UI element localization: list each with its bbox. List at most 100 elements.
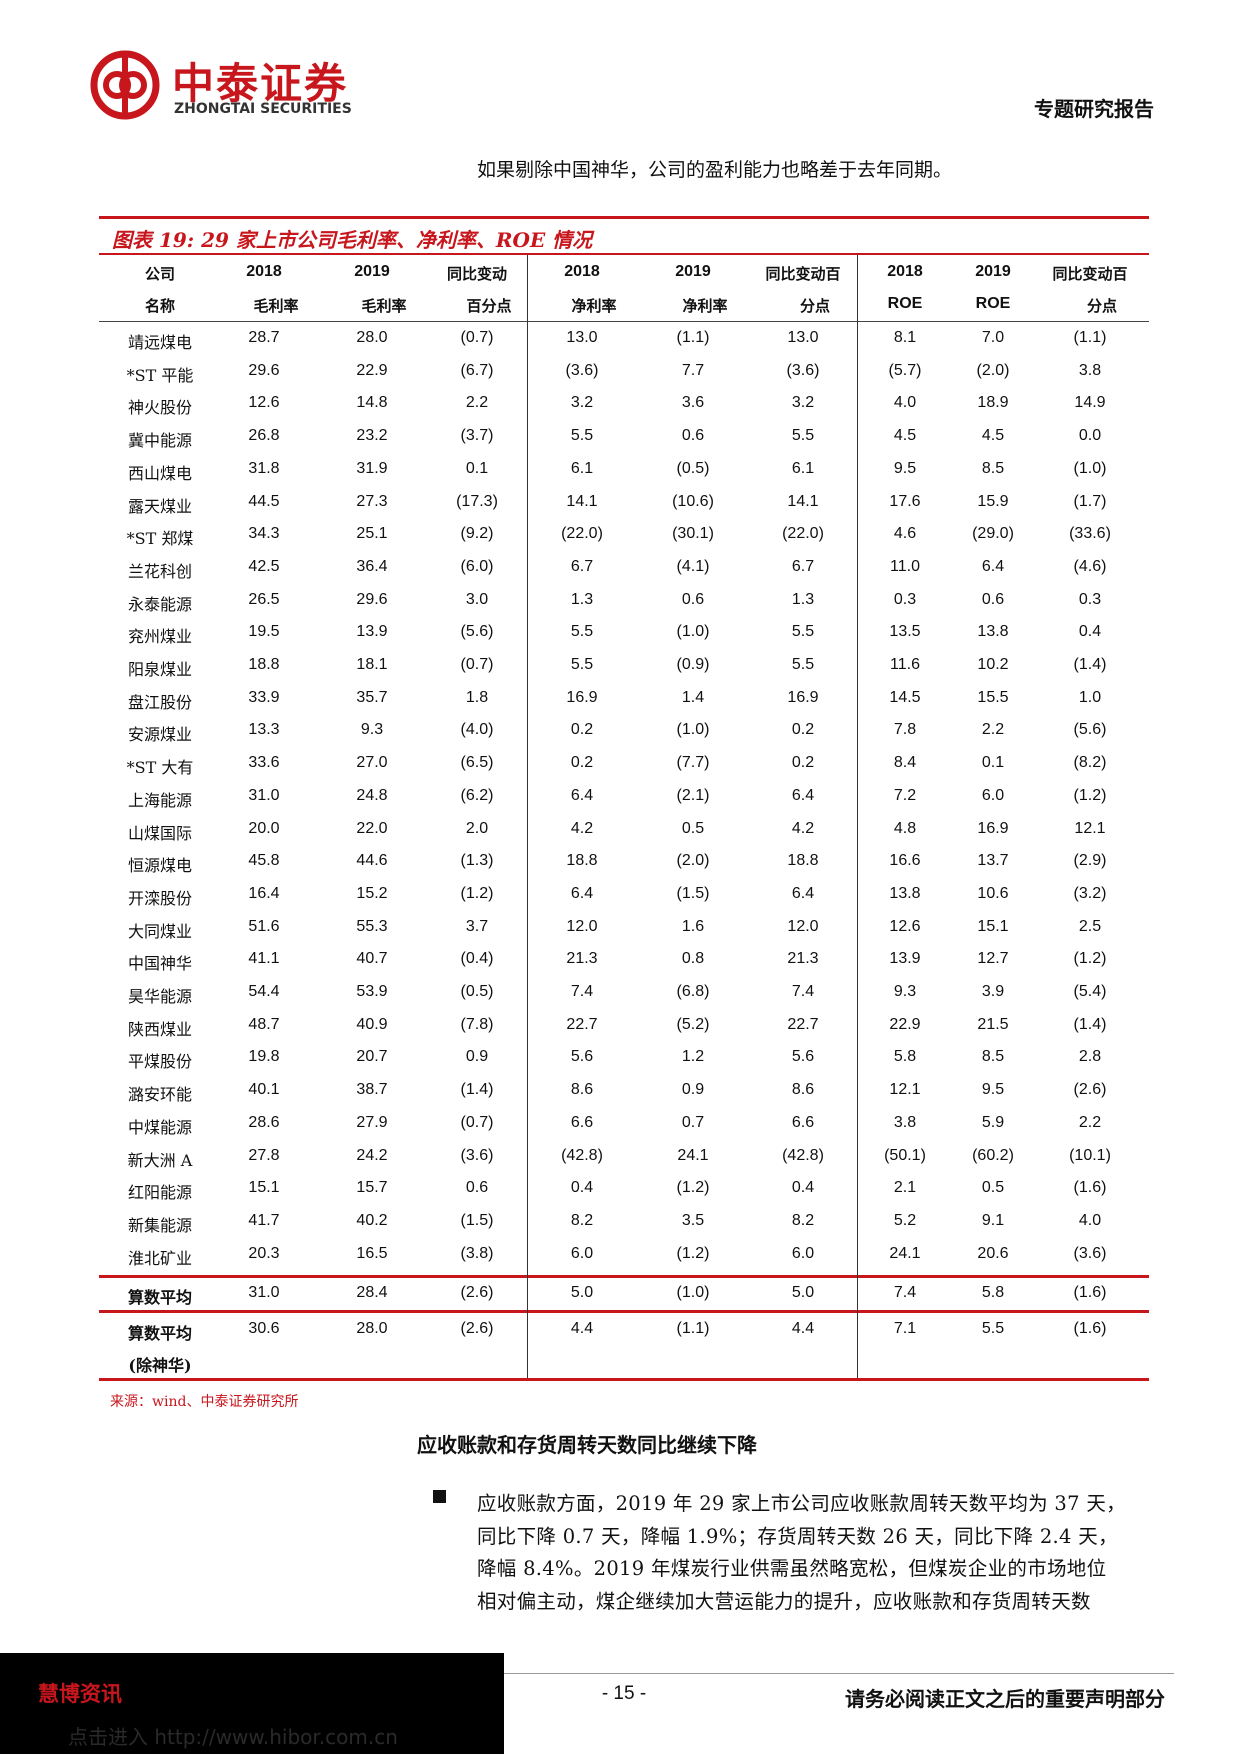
- cell: (6.8): [676, 983, 710, 1000]
- cell: 4.8: [893, 819, 917, 837]
- cell: 8.5: [981, 1048, 1005, 1066]
- cell: 24.8: [356, 786, 388, 804]
- cell: (3.2): [1073, 884, 1107, 902]
- cell: 9.3: [893, 983, 917, 1000]
- row-name: 平煤股份: [127, 1052, 193, 1072]
- column-header: 2019: [975, 263, 1011, 280]
- cell: 0.9: [681, 1081, 705, 1099]
- cell: (3.6): [460, 1146, 494, 1164]
- cell: 0.1: [981, 754, 1005, 772]
- cell: 45.8: [248, 852, 280, 870]
- cell: 7.4: [893, 1284, 917, 1301]
- cell: 6.4: [791, 786, 815, 804]
- cell: 20.0: [248, 819, 280, 837]
- cell: 42.5: [248, 557, 280, 575]
- cell: 26.8: [248, 427, 280, 445]
- cell: (2.6): [460, 1320, 494, 1337]
- cell: 13.9: [889, 950, 921, 968]
- cell: (0.7): [460, 656, 494, 673]
- cell: 33.9: [248, 688, 280, 706]
- rule: [99, 1673, 1174, 1674]
- row-name: 兖州煤业: [127, 627, 193, 647]
- cell: 0.2: [791, 721, 815, 739]
- cell: 13.0: [787, 329, 819, 346]
- cell: 18.8: [787, 852, 819, 870]
- cell: 16.9: [566, 688, 598, 706]
- cell: (0.4): [460, 950, 494, 968]
- row-name: *ST 大有: [126, 758, 194, 778]
- cell: 3.7: [465, 917, 489, 935]
- cell: 0.4: [1078, 623, 1102, 641]
- column-header: 净利率: [682, 297, 728, 315]
- cell: 19.5: [248, 623, 280, 641]
- column-header: 分点: [799, 297, 831, 315]
- cell: (3.6): [565, 361, 599, 379]
- cell: 2.0: [465, 819, 489, 837]
- cell: 54.4: [248, 983, 280, 1000]
- cell: 35.7: [356, 688, 388, 706]
- cell: 22.9: [889, 1015, 921, 1033]
- row-name: 大同煤业: [127, 921, 193, 941]
- cell: (0.7): [460, 329, 494, 346]
- cell: 28.4: [356, 1284, 388, 1301]
- cell: (4.0): [460, 721, 494, 739]
- column-header: 2019: [354, 263, 390, 280]
- rule: [99, 1275, 1149, 1278]
- cell: (1.4): [1073, 656, 1107, 673]
- row-name: 神火股份: [127, 398, 193, 418]
- row-name: 中煤能源: [127, 1117, 193, 1137]
- cell: 31.9: [356, 459, 388, 477]
- cell: 13.8: [889, 884, 921, 902]
- cell: 4.5: [981, 427, 1005, 445]
- cell: 0.6: [465, 1179, 489, 1197]
- cell: (60.2): [972, 1146, 1014, 1164]
- cell: (6.5): [460, 754, 494, 772]
- cell: 21.3: [787, 950, 819, 968]
- cell: 44.6: [356, 852, 388, 870]
- cell: (1.1): [676, 1320, 710, 1337]
- cell: (6.7): [460, 361, 494, 379]
- cell: 8.6: [791, 1081, 815, 1099]
- cell: 13.3: [248, 721, 280, 739]
- cell: 2.8: [1078, 1048, 1102, 1066]
- footer-notice: 请务必阅读正文之后的重要声明部分: [845, 1687, 1165, 1711]
- column-divider: [527, 255, 528, 1378]
- cell: (0.7): [460, 1113, 494, 1131]
- column-header: 2018: [887, 263, 923, 280]
- cell: (1.6): [1073, 1179, 1107, 1197]
- cell: (2.6): [1073, 1081, 1107, 1099]
- cell: 9.3: [360, 721, 384, 739]
- row-name: 阳泉煤业: [127, 660, 193, 679]
- row-name: 上海能源: [127, 790, 193, 810]
- cell: 6.4: [791, 884, 815, 902]
- cell: (0.9): [676, 656, 710, 673]
- cell: 53.9: [356, 983, 388, 1000]
- cell: 20.7: [356, 1048, 388, 1066]
- cell: 5.8: [981, 1284, 1005, 1301]
- cell: 18.8: [248, 656, 280, 673]
- cell: 22.7: [566, 1015, 598, 1033]
- cell: (1.5): [676, 884, 710, 902]
- cell: (22.0): [561, 525, 603, 543]
- cell: 6.1: [570, 459, 594, 477]
- banner-link[interactable]: 点击进入 http://www.hibor.com.cn: [68, 1725, 398, 1749]
- column-header: 百分点: [466, 297, 512, 315]
- cell: 11.0: [890, 557, 920, 575]
- cell: 21.3: [566, 950, 598, 968]
- cell: 48.7: [248, 1015, 280, 1033]
- row-name: 昊华能源: [127, 987, 193, 1006]
- cell: 5.6: [791, 1048, 815, 1066]
- cell: 5.5: [791, 623, 815, 641]
- page-number: - 15 -: [601, 1683, 647, 1704]
- cell: (1.1): [1073, 329, 1107, 346]
- cell: 31.8: [248, 459, 280, 477]
- cell: 1.0: [1078, 688, 1102, 706]
- section-heading: 应收账款和存货周转天数同比继续下降: [417, 1433, 757, 1457]
- cell: 27.0: [356, 754, 388, 772]
- cell: 5.0: [791, 1284, 815, 1301]
- row-name: 潞安环能: [127, 1085, 193, 1105]
- cell: 19.8: [248, 1048, 280, 1066]
- cell: (1.2): [460, 884, 494, 902]
- cell: 12.1: [1074, 819, 1106, 837]
- cell: 7.4: [570, 983, 594, 1000]
